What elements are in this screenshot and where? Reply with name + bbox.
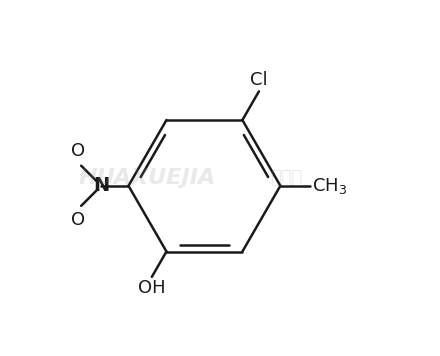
Text: CH$_3$: CH$_3$ <box>312 176 347 196</box>
Text: O: O <box>71 142 85 161</box>
Text: O: O <box>71 211 85 229</box>
Text: HUAXUEJIA: HUAXUEJIA <box>78 168 216 188</box>
Text: N: N <box>93 176 110 195</box>
Text: OH: OH <box>138 279 166 297</box>
Text: Cl: Cl <box>250 72 268 89</box>
Text: 化学加: 化学加 <box>270 169 302 187</box>
